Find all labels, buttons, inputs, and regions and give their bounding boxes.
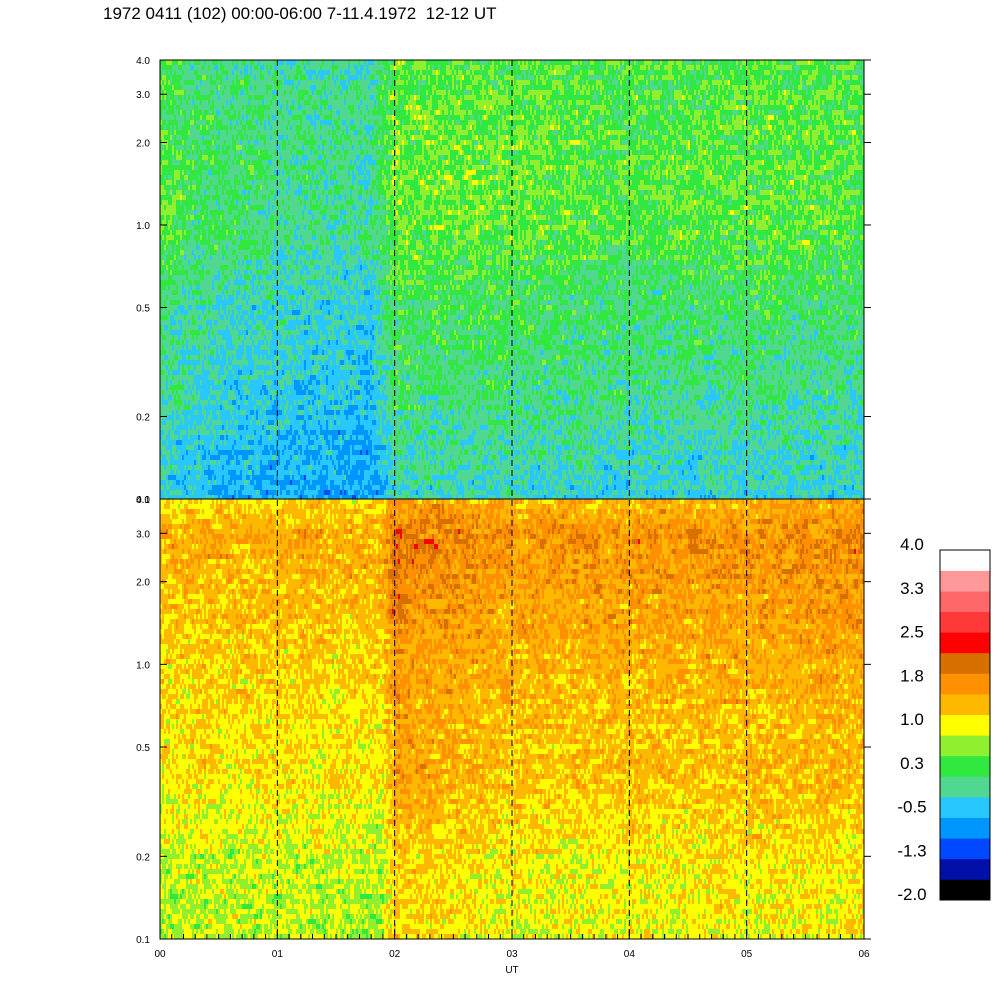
spectrogram-chart: 0.10.20.51.02.03.04.00.10.20.51.02.03.04… (0, 0, 1000, 1000)
